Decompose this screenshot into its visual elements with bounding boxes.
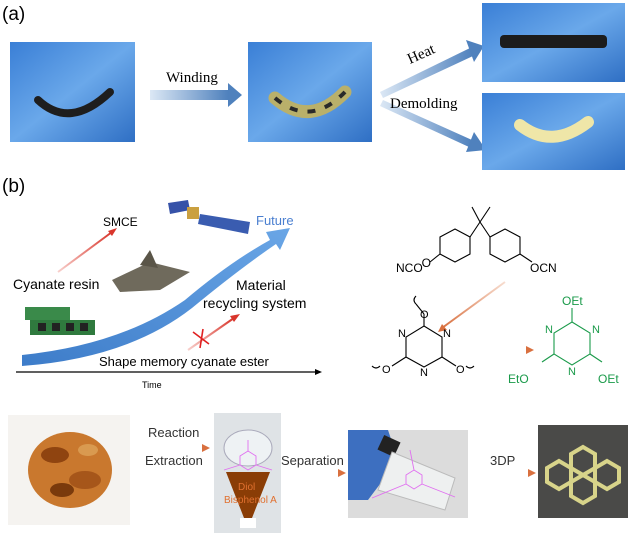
panel-a-label: (a) [2,4,25,25]
n-atom: N [545,324,553,336]
shape-memory-label: Shape memory cyanate ester [99,354,269,369]
n-atom: N [568,366,576,378]
cyanate-resin-label: Cyanate resin [13,276,99,292]
o-atom: O [420,309,429,321]
diol-label: Diol [238,482,255,493]
satellite-image [168,200,250,234]
n-atom: N [420,367,428,379]
wound-tube-core [273,90,347,114]
winding-arrowhead [228,83,242,107]
o-atom: O [382,364,391,376]
panel-b-label: (b) [2,176,25,197]
degradation-arrowhead [526,346,534,354]
jet-image [112,250,190,292]
3dp-label: 3DP [490,453,515,468]
oet-label: OEt [562,294,583,308]
demolding-arrow [380,100,472,147]
smce-arrow [57,231,113,273]
smce-arrowhead [108,228,117,236]
recycling-arrowhead [230,314,240,322]
winding-label: Winding [166,70,218,86]
straight-tube [500,35,607,48]
oet-label: OEt [598,372,619,386]
photo-wound-tube [248,42,372,142]
time-axis-label: Time [142,380,162,390]
polymerization-arrowhead [438,324,447,332]
triazine-network-structure [371,295,475,369]
vial-in-glove [348,430,456,511]
future-label: Future [256,213,294,228]
future-trend-arrow [22,228,290,366]
heat-arrowhead [466,40,484,62]
material-recycling-label-2: recycling system [203,295,306,311]
separation-label: Separation [281,453,344,468]
dicyanate-monomer-structure [429,206,533,263]
polymerization-arrow [441,281,506,329]
material-recycling-label-1: Material [236,277,286,293]
n-atom: N [592,324,600,336]
reaction-label: Reaction [148,425,199,440]
nco-label: NCOO [396,256,431,275]
demolding-arrowhead [466,132,486,152]
memory-modules-image [25,307,95,335]
separatory-funnel [223,429,273,528]
recycling-arrow [187,317,235,351]
triethoxy-triazine-overlay [371,449,456,499]
triazine-overlay [223,440,273,471]
resin-flakes [28,432,112,508]
triethoxy-triazine-structure [541,308,603,366]
honeycomb-lattice [545,444,621,506]
reaction-arrowhead [202,444,210,452]
heat-arrow [380,48,473,98]
demolded-part [514,116,594,143]
bisphenol-label: Bisphenol A [224,495,277,506]
photo-bent-tube [10,42,135,142]
smce-label: SMCE [103,215,138,229]
time-axis-arrowhead [315,369,322,375]
3dp-arrowhead [528,469,536,477]
demolding-label: Demolding [390,96,458,112]
n-atom: N [398,328,406,340]
ocn-label: OCN [530,261,557,275]
o-atom: O [456,364,465,376]
blocked-cross-icon [192,328,210,349]
extraction-label: Extraction [145,453,203,468]
eto-label: EtO [508,372,529,386]
separation-arrowhead [338,469,346,477]
heat-label: Heat [405,41,438,67]
n-atom: N [443,328,451,340]
winding-arrow [150,90,228,100]
bent-tube [34,88,114,118]
